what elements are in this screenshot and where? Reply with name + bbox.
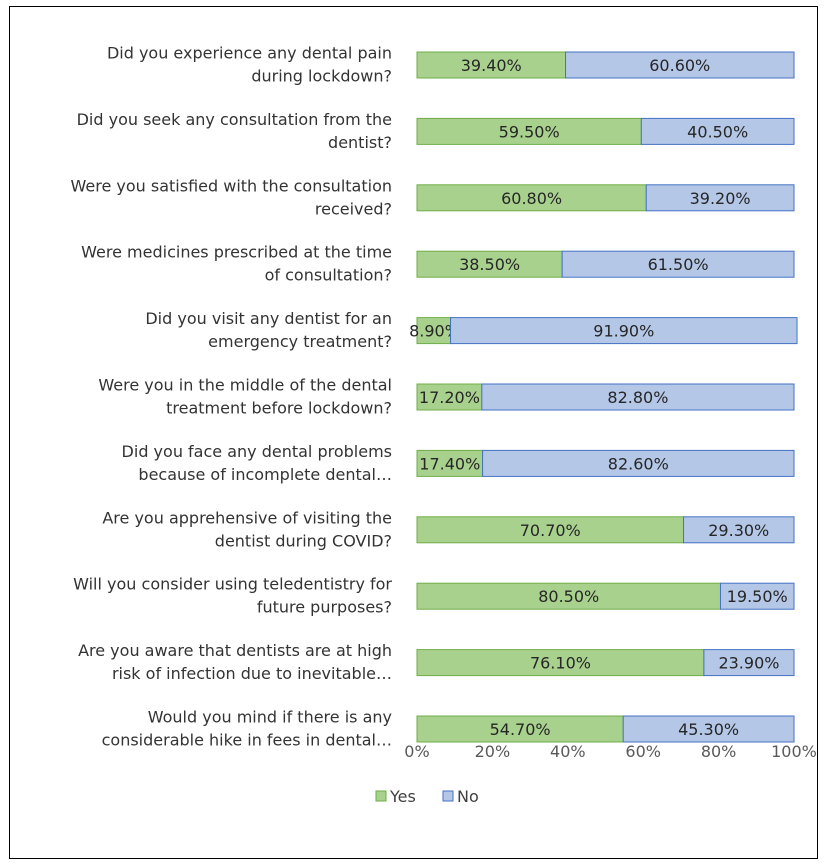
chart-frame: Did you experience any dental pain during… — [9, 6, 818, 859]
category-label: Are you apprehensive of visiting the — [102, 508, 392, 527]
x-tick-label: 20% — [475, 742, 511, 761]
data-label: 70.70% — [520, 521, 581, 540]
bar-segment-yes — [416, 184, 647, 212]
data-label: 23.90% — [718, 654, 779, 673]
bar-segment-no — [622, 715, 795, 743]
category-label: received? — [315, 199, 392, 218]
bar-segment-no — [565, 51, 795, 79]
bar-segment-yes — [416, 317, 452, 345]
bar-segment-no — [719, 582, 795, 610]
bar-segment-yes — [416, 383, 483, 411]
data-label: 17.20% — [419, 388, 480, 407]
category-label: treatment before lockdown? — [166, 399, 392, 418]
category-label: Would you mind if there is any — [148, 708, 392, 727]
category-label: Are you aware that dentists are at high — [78, 641, 392, 660]
data-label: 17.40% — [419, 454, 480, 473]
x-tick-label: 60% — [625, 742, 661, 761]
category-label: emergency treatment? — [208, 332, 392, 351]
category-label: Did you visit any dentist for an — [145, 309, 392, 328]
legend-swatch-no — [442, 790, 454, 802]
bar-segment-no — [645, 184, 795, 212]
category-label: dentist during COVID? — [215, 531, 392, 550]
category-label: Were medicines prescribed at the time — [81, 243, 392, 262]
data-label: 80.50% — [538, 587, 599, 606]
data-label: 38.50% — [459, 255, 520, 274]
category-label: because of incomplete dental… — [138, 465, 392, 484]
category-label: Were you in the middle of the dental — [98, 376, 392, 395]
category-label: considerable hike in fees in dental… — [102, 731, 392, 750]
category-label: Did you experience any dental pain — [107, 44, 392, 63]
category-label: Did you seek any consultation from the — [77, 110, 392, 129]
bar-segment-yes — [416, 250, 563, 278]
data-label: 19.50% — [727, 587, 788, 606]
x-tick-label: 100% — [771, 742, 817, 761]
data-label: 82.60% — [608, 454, 669, 473]
x-tick-label: 40% — [550, 742, 586, 761]
data-label: 39.40% — [461, 56, 522, 75]
bar-segment-no — [561, 250, 795, 278]
bar-segment-no — [640, 117, 795, 145]
bar-segment-no — [482, 449, 795, 477]
data-label: 39.20% — [690, 189, 751, 208]
category-label: Did you face any dental problems — [122, 442, 392, 461]
category-label: future purposes? — [257, 598, 392, 617]
x-tick-label: 0% — [404, 742, 429, 761]
data-label: 29.30% — [708, 521, 769, 540]
category-label: of consultation? — [265, 266, 392, 285]
bar-segment-no — [703, 649, 795, 677]
data-label: 45.30% — [678, 720, 739, 739]
category-label: during lockdown? — [251, 67, 392, 86]
data-label: 91.90% — [593, 322, 654, 341]
bar-segment-yes — [416, 449, 484, 477]
bar-segment-yes — [416, 649, 705, 677]
data-label: 60.60% — [649, 56, 710, 75]
stacked-bar-chart: Did you experience any dental pain during… — [71, 44, 817, 807]
bar-segment-no — [683, 516, 795, 544]
legend-label: No — [457, 787, 479, 806]
bar-segment-yes — [416, 117, 642, 145]
data-label: 40.50% — [687, 122, 748, 141]
category-label: Were you satisfied with the consultation — [71, 176, 392, 195]
data-label: 76.10% — [530, 654, 591, 673]
data-label: 59.50% — [499, 122, 560, 141]
bar-segment-no — [450, 317, 798, 345]
category-label: risk of infection due to inevitable… — [112, 664, 392, 683]
legend-swatch-yes — [375, 790, 387, 802]
data-label: 60.80% — [501, 189, 562, 208]
bar-segment-yes — [416, 51, 567, 79]
data-label: 82.80% — [607, 388, 668, 407]
legend-label: Yes — [389, 787, 416, 806]
data-label: 8.90% — [409, 322, 460, 341]
bar-segment-no — [481, 383, 795, 411]
x-tick-label: 80% — [701, 742, 737, 761]
data-label: 61.50% — [648, 255, 709, 274]
data-label: 54.70% — [490, 720, 551, 739]
bar-segment-yes — [416, 516, 685, 544]
category-label: dentist? — [328, 133, 392, 152]
category-label: Will you consider using teledentistry fo… — [73, 575, 392, 594]
